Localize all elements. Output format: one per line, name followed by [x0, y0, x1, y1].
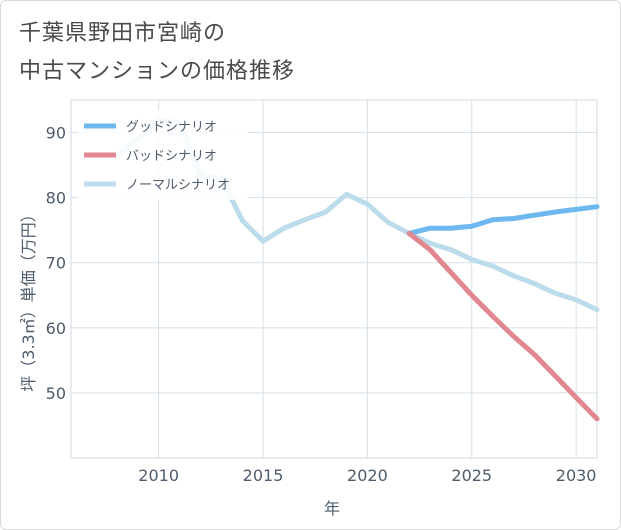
title-line-1: 千葉県野田市宮崎の [19, 21, 227, 46]
y-tick-label: 60 [46, 319, 66, 338]
series-line-2 [406, 230, 600, 422]
legend-label-3: ノーマルシナリオ [126, 178, 230, 193]
x-axis-label: 年 [324, 499, 340, 518]
x-tick-label: 2020 [347, 466, 388, 485]
title-line-2: 中古マンションの価格推移 [19, 59, 296, 84]
x-tick-label: 2010 [138, 466, 179, 485]
series-line-1 [406, 204, 600, 236]
x-tick-label: 2030 [556, 466, 597, 485]
legend-label-2: バッドシナリオ [126, 149, 217, 164]
y-tick-label: 70 [46, 254, 66, 273]
x-tick-label: 2015 [243, 466, 284, 485]
y-tick-label: 80 [46, 189, 66, 208]
legend-label-1: グッドシナリオ [126, 120, 217, 135]
y-axis-label: 坪（3.3㎡）単価（万円） [19, 206, 38, 391]
y-tick-label: 50 [46, 384, 66, 403]
x-tick-label: 2025 [451, 466, 492, 485]
y-tick-label: 90 [46, 124, 66, 143]
page-title: 千葉県野田市宮崎の 中古マンションの価格推移 [19, 15, 295, 91]
